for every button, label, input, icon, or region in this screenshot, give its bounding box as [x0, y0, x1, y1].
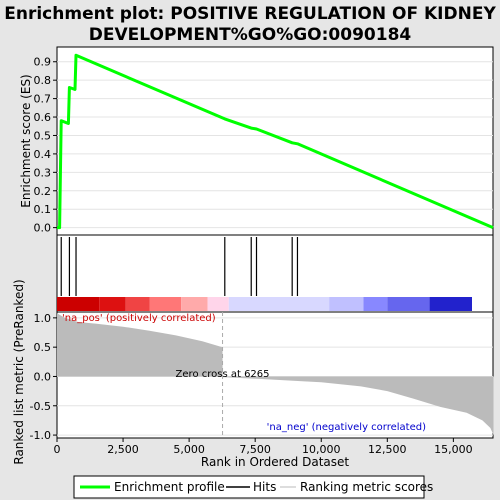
rank-y-tick-label: -0.5: [30, 400, 51, 413]
heatmap-segment: [125, 297, 150, 311]
heatmap-segment: [181, 297, 208, 311]
es-y-tick-label: 0.4: [34, 148, 52, 161]
rank-y-axis-label: Ranked list metric (PreRanked): [12, 279, 26, 464]
x-axis-ticks: 0 2,500 5,000 7,500 10,000 12,500 15,000: [54, 438, 473, 456]
hit-markers: [60, 237, 299, 296]
es-y-tick-label: 0.3: [34, 166, 52, 179]
es-y-ticks: 0.0 0.1 0.2 0.3 0.4 0.5 0.6 0.7 0.8 0.9: [34, 56, 57, 235]
positive-label: 'na_pos' (positively correlated): [62, 313, 216, 324]
rank-y-tick-label: -1.0: [30, 429, 51, 442]
legend: Enrichment profile Hits Ranking metric s…: [73, 475, 433, 499]
x-tick-label: 10,000: [302, 443, 341, 456]
heatmap-segment: [387, 297, 430, 311]
heatmap-segment: [329, 297, 364, 311]
es-y-tick-label: 0.6: [34, 111, 52, 124]
zero-cross-label: Zero cross at 6265: [176, 369, 270, 380]
es-y-tick-label: 0.5: [34, 129, 52, 142]
rank-y-tick-label: 0.0: [34, 370, 52, 383]
x-tick-label: 5,000: [173, 443, 205, 456]
ranking-heatmap-bar: [57, 297, 472, 311]
heatmap-segment: [429, 297, 472, 311]
legend-label-enrichment-profile: Enrichment profile: [114, 480, 225, 494]
x-tick-label: 15,000: [434, 443, 473, 456]
rank-y-ticks: 1.0 0.5 0.0 -0.5 -1.0: [30, 312, 57, 442]
negative-label: 'na_neg' (negatively correlated): [267, 422, 426, 433]
rank-y-tick-label: 0.5: [34, 341, 52, 354]
heatmap-segment: [207, 297, 229, 311]
heatmap-segment: [99, 297, 126, 311]
heatmap-segment: [57, 297, 100, 311]
es-y-axis-label: Enrichment score (ES): [19, 74, 33, 207]
es-y-tick-label: 0.7: [34, 93, 52, 106]
chart-title-line2: DEVELOPMENT%GO%GO:0090184: [89, 25, 412, 45]
heatmap-segment: [228, 297, 330, 311]
heatmap-segment: [363, 297, 388, 311]
es-y-tick-label: 0.1: [34, 203, 52, 216]
es-y-tick-label: 0.0: [34, 222, 52, 235]
es-y-tick-label: 0.8: [34, 74, 52, 87]
legend-label-hits: Hits: [253, 480, 276, 494]
es-y-tick-label: 0.9: [34, 56, 52, 69]
ranking-metric-area: [57, 313, 494, 436]
heatmap-segment: [149, 297, 182, 311]
legend-label-ranking-metric: Ranking metric scores: [300, 480, 433, 494]
enrichment-profile-line: [57, 53, 494, 230]
x-tick-label: 12,500: [368, 443, 407, 456]
x-tick-label: 2,500: [107, 443, 139, 456]
chart-title-line1: Enrichment plot: POSITIVE REGULATION OF …: [4, 4, 496, 24]
es-y-tick-label: 0.2: [34, 185, 52, 198]
x-axis-label: Rank in Ordered Dataset: [201, 455, 349, 469]
x-tick-label: 0: [54, 443, 61, 456]
rank-y-tick-label: 1.0: [34, 312, 52, 325]
x-tick-label: 7,500: [239, 443, 271, 456]
